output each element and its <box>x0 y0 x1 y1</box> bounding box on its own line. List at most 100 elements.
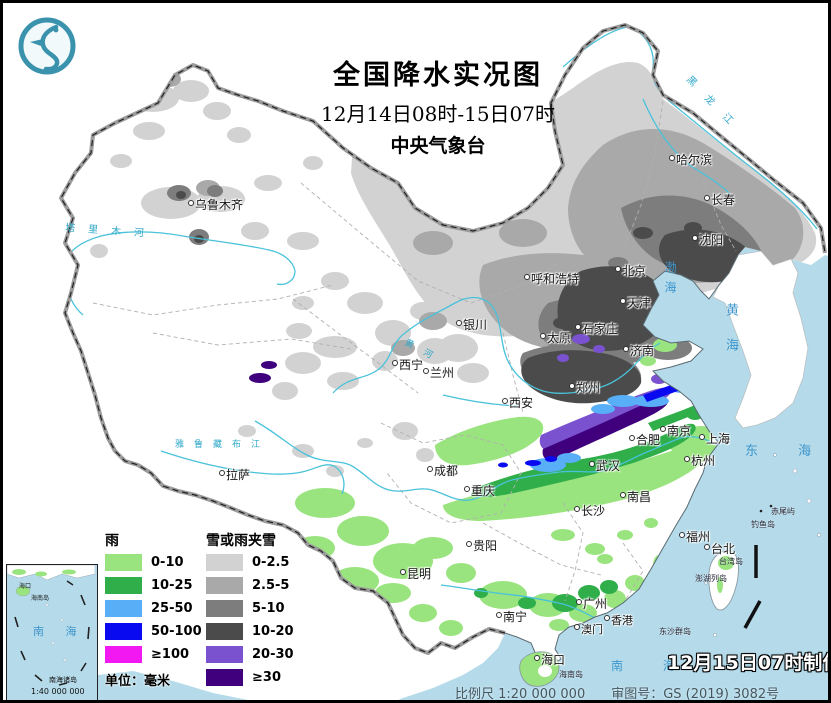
city-label-harbin: 哈尔滨 <box>669 154 712 166</box>
city-label-guangzhou: 广州 <box>576 598 607 610</box>
city-marker <box>540 333 546 339</box>
city-label-macau: 澳门 <box>574 624 603 635</box>
city-marker <box>576 599 582 605</box>
inset-haikou-label: 海口 <box>19 583 32 590</box>
map-info-line: 比例尺 1:20 000 000 审图号：GS (2019) 3082号 <box>455 683 805 702</box>
inset-hainan-label: 海南岛 <box>31 595 50 602</box>
city-marker <box>400 569 406 575</box>
legend-item: 0-10 <box>105 554 205 571</box>
legend-item: 0-2.5 <box>206 554 316 571</box>
inset-scale: 1:40 000 000 <box>31 687 85 696</box>
city-marker <box>669 155 675 161</box>
city-label-shijiazhuang: 石家庄 <box>575 323 618 335</box>
city-marker <box>188 200 194 206</box>
city-label-jinan: 济南 <box>623 345 654 357</box>
inset-map <box>7 565 96 686</box>
snow-swatch-2.5-5 <box>206 577 243 594</box>
inset-sea-label: 南 海 <box>33 625 86 638</box>
sea-label-east-china-sea: 东 海 <box>745 444 830 459</box>
rain-swatch-25-50 <box>105 600 142 617</box>
time-range: 12月14日08时-15日07时 <box>320 102 555 126</box>
page-title: 全国降水实况图 <box>333 60 543 91</box>
legend-item: 10-20 <box>206 623 316 640</box>
city-marker <box>569 383 575 389</box>
city-label-lanzhou: 兰州 <box>423 367 454 379</box>
rain-swatch-100plus <box>105 646 142 663</box>
snow-swatch-10-20 <box>206 623 243 640</box>
map-approval-number: 审图号：GS (2019) 3082号 <box>611 687 780 702</box>
city-marker <box>423 368 429 374</box>
map-header: 全国降水实况图 12月14日08时-15日07时 中央气象台 <box>263 53 613 158</box>
city-marker <box>464 486 470 492</box>
city-label-changsha: 长沙 <box>574 505 605 517</box>
city-label-hangzhou: 杭州 <box>684 455 715 467</box>
city-marker <box>502 398 508 404</box>
geo-label-dongsha: 东沙群岛 <box>659 627 691 636</box>
sea-label-yellow-sea: 黄海 <box>723 303 738 373</box>
rain-swatch-10-25 <box>105 577 142 594</box>
city-marker <box>620 492 626 498</box>
sea-label-bohai: 渤海 <box>663 261 677 301</box>
city-label-urumqi: 乌鲁木齐 <box>188 199 243 211</box>
city-marker <box>629 435 635 441</box>
city-marker <box>704 195 710 201</box>
city-marker <box>684 456 690 462</box>
city-label-xining: 西宁 <box>392 359 423 371</box>
city-label-wuhan: 武汉 <box>589 460 620 472</box>
city-label-hefei: 合肥 <box>629 434 660 446</box>
city-label-guiyang: 贵阳 <box>466 540 497 552</box>
city-marker <box>679 532 685 538</box>
city-marker <box>574 624 580 630</box>
china-precipitation-map <box>3 3 828 700</box>
geo-label-chiwei: 赤尾屿 <box>771 507 795 516</box>
city-marker <box>589 461 595 467</box>
legend-item: 5-10 <box>206 600 316 617</box>
legend-item: 50-100 <box>105 623 205 640</box>
legend-item: 2.5-5 <box>206 577 316 594</box>
city-label-hongkong: 香港 <box>604 615 633 626</box>
production-time: 12月15日07时制作 <box>667 652 831 674</box>
city-marker <box>604 615 610 621</box>
snow-swatch-30plus <box>206 669 243 686</box>
sea-label-south-china-sea: 南 海 <box>611 659 693 673</box>
national-border <box>59 23 827 655</box>
city-label-yinchuan: 银川 <box>456 319 487 331</box>
south-china-sea-inset: 海口 海南岛 南 海 南海诸岛 1:40 000 000 <box>6 564 98 700</box>
hainan-island <box>519 651 560 687</box>
legend-item: ≥30 <box>206 669 316 686</box>
legend-snow: 雪或雨夹雪 0-2.5 2.5-5 5-10 10-20 20-30 ≥30 <box>206 530 316 692</box>
snow-swatch-5-10 <box>206 600 243 617</box>
city-label-nanjing: 南京 <box>660 425 691 437</box>
city-marker <box>692 235 698 241</box>
city-label-chengdu: 成都 <box>427 465 458 477</box>
province-borders <box>92 100 737 602</box>
legend-unit: 单位：毫米 <box>105 674 171 689</box>
city-marker <box>466 541 472 547</box>
city-marker <box>456 320 462 326</box>
city-marker <box>574 506 580 512</box>
taiwan-island <box>704 550 739 611</box>
city-label-taiyuan: 太原 <box>540 332 571 344</box>
city-marker <box>392 360 398 366</box>
city-label-tianjin: 天津 <box>620 297 651 309</box>
small-islands <box>713 453 821 665</box>
city-marker <box>534 655 540 661</box>
city-label-hohhot: 呼和浩特 <box>524 273 579 285</box>
city-label-shenyang: 沈阳 <box>692 234 723 246</box>
geo-label-diaoyu: 钓鱼岛 <box>751 520 775 529</box>
city-marker <box>623 346 629 352</box>
cma-dragon-logo <box>18 17 76 75</box>
diaoyu-islands <box>743 504 773 629</box>
legend-rain-title: 雨 <box>105 533 119 549</box>
city-label-beijing: 北京 <box>615 265 646 277</box>
legend-rain: 雨 0-10 10-25 25-50 50-100 ≥100 单位：毫米 <box>105 530 205 689</box>
city-marker <box>575 324 581 330</box>
city-label-kunming: 昆明 <box>400 568 431 580</box>
city-marker <box>620 298 626 304</box>
city-label-changchun: 长春 <box>704 194 735 206</box>
city-label-fuzhou: 福州 <box>679 531 710 543</box>
geo-label-taiwan-island: 台湾岛 <box>719 557 743 566</box>
city-label-xian: 西安 <box>502 397 533 409</box>
map-scale: 比例尺 1:20 000 000 <box>455 687 586 702</box>
